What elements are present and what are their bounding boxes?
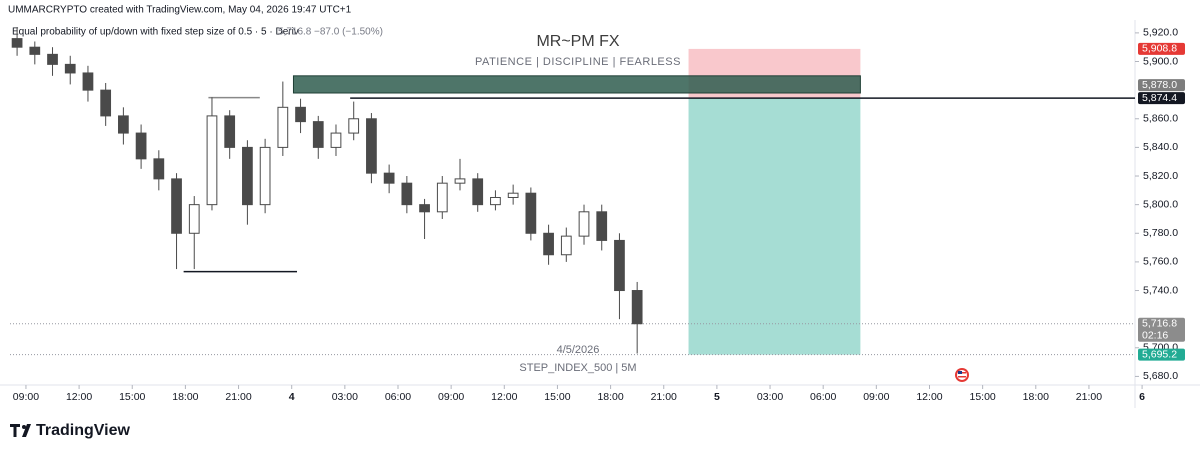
candle-body — [206, 115, 218, 206]
candle-body — [100, 89, 112, 117]
x-tick-label: 21:00 — [1076, 391, 1102, 403]
candle-body — [348, 118, 360, 134]
y-tick-label: 5,900.0 — [1143, 55, 1178, 67]
y-tick-label: 5,760.0 — [1143, 256, 1178, 268]
legend: Equal probability of up/down with fixed … — [12, 27, 383, 38]
plot-area: 5,680.05,700.05,740.05,760.05,780.05,800… — [10, 27, 1185, 403]
y-tick-label: 5,680.0 — [1143, 370, 1178, 382]
x-tick-label: 6 — [1139, 391, 1145, 403]
candle-body — [472, 178, 484, 206]
x-tick-label: 15:00 — [969, 391, 995, 403]
x-tick-label: 21:00 — [651, 391, 677, 403]
candle-body — [436, 182, 448, 213]
candle-body — [153, 158, 165, 180]
price-label-bg — [1138, 92, 1185, 105]
x-tick-label: 06:00 — [810, 391, 836, 403]
candle-body — [224, 115, 236, 148]
x-tick-label: 21:00 — [225, 391, 251, 403]
watermark-subtitle: PATIENCE | DISCIPLINE | FEARLESS — [475, 56, 681, 68]
candle-body — [242, 146, 253, 206]
candle-body — [64, 63, 76, 74]
candle-body — [614, 239, 625, 292]
price-label-bg — [1138, 42, 1185, 55]
x-tick-label: 09:00 — [13, 391, 39, 403]
watermark-date: 4/5/2026 — [557, 344, 600, 356]
brand-name: TradingView — [36, 422, 131, 439]
candle-body — [507, 192, 519, 198]
price-label: 5,874.4 — [1142, 92, 1177, 104]
x-tick-label: 09:00 — [863, 391, 889, 403]
candle-body — [277, 106, 289, 148]
candle-body — [543, 232, 554, 256]
candle-body — [454, 178, 466, 184]
candle-body — [47, 53, 58, 65]
y-tick-label: 5,800.0 — [1143, 198, 1178, 210]
price-countdown: 02:16 — [1142, 330, 1168, 342]
x-tick-label: 03:00 — [757, 391, 783, 403]
price-label: 5,716.8 — [1142, 318, 1177, 330]
price-label-bg — [1138, 79, 1185, 92]
candle-body — [419, 204, 430, 213]
x-tick-label: 5 — [714, 391, 720, 403]
candle-body — [11, 38, 23, 48]
candle-body — [383, 172, 395, 184]
candle-body — [578, 211, 590, 237]
price-label-bg — [1138, 317, 1185, 342]
candle-body — [401, 182, 413, 206]
x-tick-label: 15:00 — [119, 391, 145, 403]
author-line: UMMARCRYPTO created with TradingView.com… — [8, 5, 352, 16]
x-tick-label: 06:00 — [385, 391, 411, 403]
candle-body — [171, 178, 182, 234]
price-label-bg — [1138, 348, 1185, 361]
legend-last: 5,716.8 — [278, 27, 312, 38]
price-label: 5,695.2 — [1142, 348, 1177, 360]
x-tick-label: 18:00 — [597, 391, 623, 403]
candle-body — [631, 290, 643, 325]
watermark-symbol: STEP_INDEX_500 | 5M — [519, 362, 636, 374]
candle-body — [29, 46, 41, 55]
legend-title: Equal probability of up/down with fixed … — [12, 27, 299, 38]
y-tick-label: 5,860.0 — [1143, 113, 1178, 125]
y-tick-label: 5,920.0 — [1143, 27, 1178, 39]
candle-body — [188, 204, 200, 234]
y-tick-label: 5,840.0 — [1143, 141, 1178, 153]
x-tick-label: 18:00 — [172, 391, 198, 403]
flag-icon — [955, 368, 969, 382]
x-tick-label: 03:00 — [332, 391, 358, 403]
x-tick-label: 12:00 — [66, 391, 92, 403]
candle-body — [596, 211, 608, 241]
x-tick-label: 12:00 — [491, 391, 517, 403]
candle-body — [82, 72, 94, 91]
y-tick-label: 5,780.0 — [1143, 227, 1178, 239]
candle-body — [366, 118, 377, 174]
candle-body — [135, 132, 147, 160]
x-tick-label: 09:00 — [438, 391, 464, 403]
x-tick-label: 15:00 — [544, 391, 570, 403]
watermark-title: MR~PM FX — [536, 33, 619, 50]
price-label: 5,878.0 — [1142, 79, 1177, 91]
supply-zone — [292, 75, 861, 94]
y-tick-label: 5,820.0 — [1143, 170, 1178, 182]
x-tick-label: 4 — [289, 391, 295, 403]
candle-body — [490, 196, 501, 206]
candle-body — [312, 121, 324, 148]
brand-logo — [10, 424, 31, 437]
candle-body — [525, 192, 537, 234]
candle-body — [259, 146, 271, 206]
candle-body — [560, 235, 572, 256]
position-target-area — [688, 98, 861, 355]
price-label: 5,908.8 — [1142, 43, 1177, 55]
x-tick-label: 12:00 — [916, 391, 942, 403]
y-tick-label: 5,740.0 — [1143, 284, 1178, 296]
candle-body — [295, 106, 306, 123]
candle-body — [118, 115, 129, 134]
candle-body — [330, 132, 342, 148]
x-tick-label: 18:00 — [1023, 391, 1049, 403]
legend-change: −87.0 (−1.50%) — [314, 27, 383, 38]
